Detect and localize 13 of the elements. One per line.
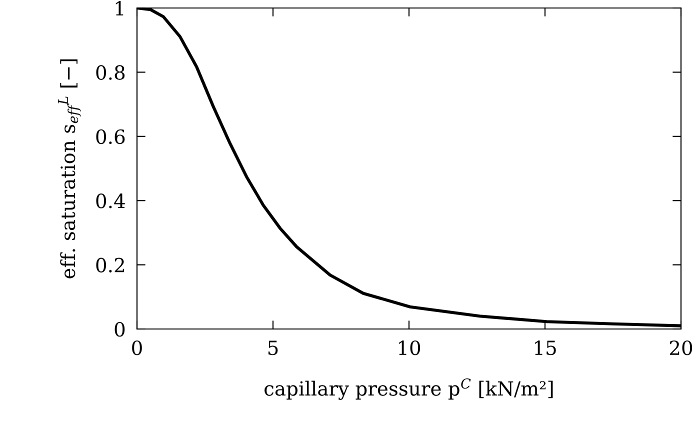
- y-tick-label: 1: [116, 0, 124, 16]
- y-tick-label: 0.2: [96, 258, 124, 272]
- y-tick-label: 0.8: [96, 65, 125, 80]
- x-axis-title: capillary pressure p$^{C}$ [kN/m²]: [264, 378, 553, 400]
- x-tick-label: 5: [268, 340, 278, 356]
- y-tick-label: 0.6: [96, 129, 125, 144]
- x-tick-label: 0: [132, 340, 142, 356]
- y-tick-label: 0.4: [96, 194, 125, 208]
- y-axis-title: eff. saturation s$_{eff}$$^{L}$ [−]: [58, 59, 81, 278]
- x-tick-label: 10: [399, 340, 420, 356]
- y-tick-label: 0: [114, 322, 125, 337]
- x-tick-label: 15: [535, 340, 556, 356]
- x-tick-label: 20: [670, 340, 692, 356]
